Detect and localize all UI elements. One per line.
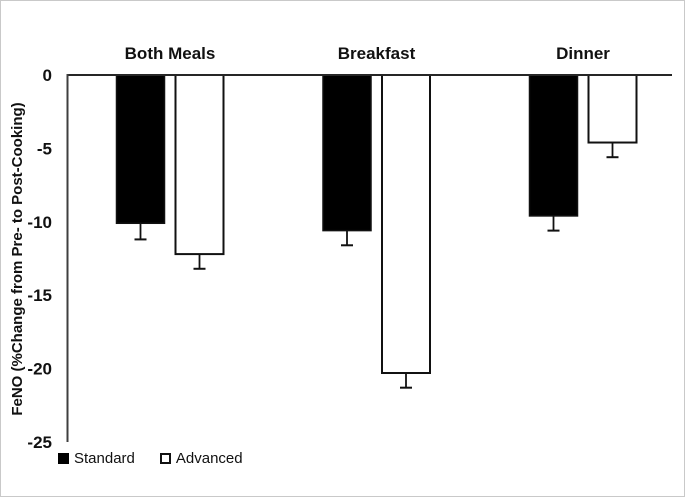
y-tick-label-10: -10 — [27, 213, 52, 232]
category-label-both-meals: Both Meals — [125, 44, 216, 63]
bar-advanced-breakfast — [381, 74, 431, 375]
y-tick-label-5: -5 — [37, 139, 52, 158]
bar-standard-breakfast — [322, 74, 372, 232]
y-tick-label-20: -20 — [27, 360, 52, 379]
legend: Standard Advanced — [58, 450, 243, 467]
legend-item-advanced: Advanced — [159, 450, 243, 467]
y-tick-label-25: -25 — [27, 433, 52, 452]
bar-standard-both-meals — [115, 74, 166, 225]
legend-item-standard: Standard — [58, 450, 135, 467]
category-label-breakfast: Breakfast — [338, 44, 416, 63]
category-label-dinner: Dinner — [556, 44, 610, 63]
y-tick-label-0: 0 — [43, 66, 52, 85]
advanced-swatch-icon — [159, 453, 171, 464]
bar-standard-dinner — [528, 74, 579, 217]
standard-swatch-icon — [58, 453, 69, 464]
legend-label-advanced: Advanced — [175, 450, 243, 467]
bar-advanced-both-meals — [174, 74, 225, 256]
y-axis-title: FeNO (%Change from Pre- to Post-Cooking) — [9, 102, 26, 416]
legend-label-standard: Standard — [74, 450, 135, 467]
bar-advanced-dinner — [587, 74, 638, 144]
y-tick-label-15: -15 — [27, 286, 52, 305]
